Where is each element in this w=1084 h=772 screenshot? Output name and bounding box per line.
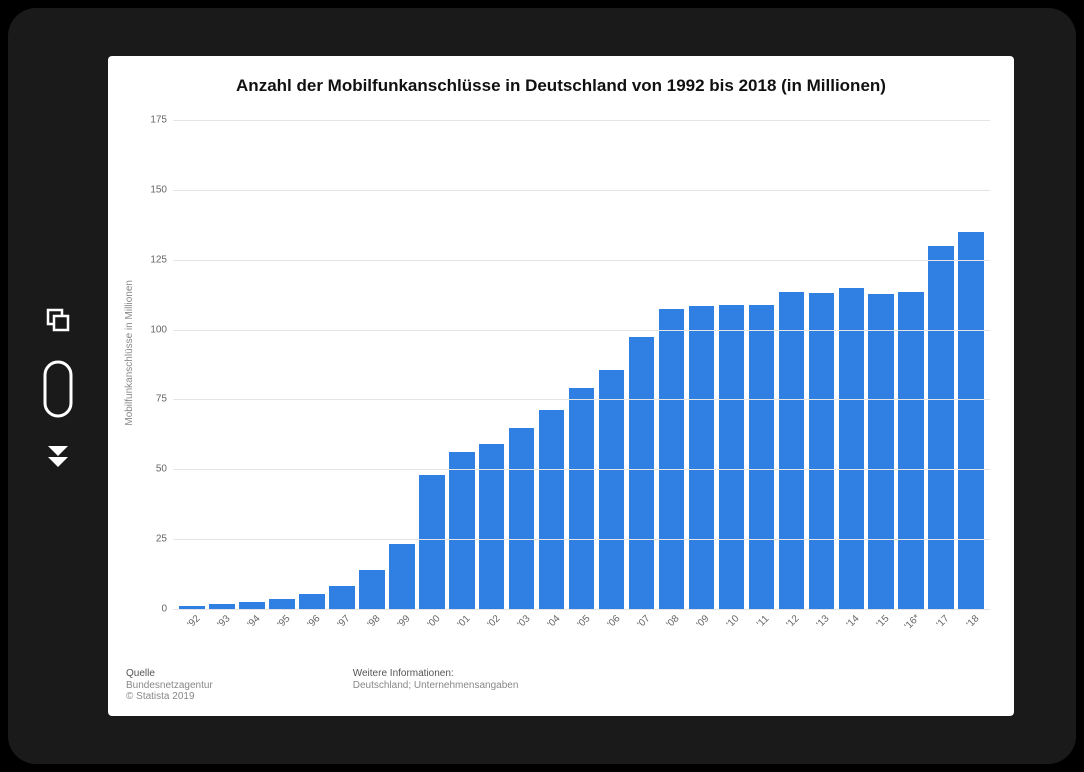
footer-info: Weitere Informationen: Deutschland; Unte… bbox=[353, 668, 519, 702]
x-tick-label: '01 bbox=[449, 610, 475, 660]
screen: Anzahl der Mobilfunkanschlüsse in Deutsc… bbox=[108, 56, 1014, 716]
x-tick-label: '98 bbox=[359, 610, 385, 660]
bar bbox=[569, 388, 595, 609]
bar bbox=[299, 594, 325, 609]
x-tick-label: '06 bbox=[599, 610, 625, 660]
chart-footer: Quelle Bundesnetzagentur © Statista 2019… bbox=[122, 660, 1000, 702]
home-button-icon[interactable] bbox=[43, 360, 73, 418]
x-tick-label: '09 bbox=[689, 610, 715, 660]
y-tick-label: 50 bbox=[137, 464, 167, 475]
x-tick-label: '92 bbox=[179, 610, 205, 660]
x-tick-label: '04 bbox=[539, 610, 565, 660]
x-tick-label: '93 bbox=[209, 610, 235, 660]
bar bbox=[809, 293, 835, 609]
bar bbox=[689, 306, 715, 609]
y-tick-label: 100 bbox=[137, 324, 167, 335]
y-tick-label: 25 bbox=[137, 534, 167, 545]
bar bbox=[839, 288, 865, 609]
x-tick-label: '96 bbox=[299, 610, 325, 660]
gridline bbox=[173, 190, 990, 191]
chart-zone: Mobilfunkanschlüsse in Millionen 0255075… bbox=[122, 106, 1000, 660]
x-tick-label: '99 bbox=[389, 610, 415, 660]
x-tick-label: '05 bbox=[569, 610, 595, 660]
bar bbox=[359, 570, 385, 609]
bar bbox=[419, 475, 445, 609]
y-tick-label: 75 bbox=[137, 394, 167, 405]
bar bbox=[449, 452, 475, 609]
bar bbox=[389, 544, 415, 609]
bar bbox=[928, 246, 954, 609]
x-tick-label: '11 bbox=[749, 610, 775, 660]
download-icon[interactable] bbox=[44, 442, 72, 468]
bar bbox=[958, 232, 984, 609]
gridline bbox=[173, 539, 990, 540]
bar bbox=[719, 305, 745, 609]
x-tick-label: '14 bbox=[839, 610, 865, 660]
x-tick-label: '12 bbox=[779, 610, 805, 660]
device-side-controls bbox=[8, 8, 108, 764]
bar bbox=[779, 292, 805, 609]
x-tick-label: '18 bbox=[958, 610, 984, 660]
x-tick-label: '07 bbox=[629, 610, 655, 660]
gridline bbox=[173, 469, 990, 470]
bar bbox=[749, 305, 775, 609]
x-tick-label: '94 bbox=[239, 610, 265, 660]
y-tick-label: 125 bbox=[137, 254, 167, 265]
footer-info-heading: Weitere Informationen: bbox=[353, 668, 519, 679]
x-tick-label: '17 bbox=[928, 610, 954, 660]
bar bbox=[239, 602, 265, 609]
footer-info-line1: Deutschland; Unternehmensangaben bbox=[353, 680, 519, 691]
bars-container bbox=[173, 106, 990, 609]
y-axis-label: Mobilfunkanschlüsse in Millionen bbox=[122, 280, 137, 426]
x-tick-label: '95 bbox=[269, 610, 295, 660]
gridline bbox=[173, 399, 990, 400]
bar bbox=[329, 586, 355, 609]
bar bbox=[659, 309, 685, 609]
x-tick-label: '16* bbox=[898, 610, 924, 660]
plot-area: 0255075100125150175 bbox=[173, 106, 990, 610]
bar bbox=[599, 370, 625, 609]
y-tick-label: 150 bbox=[137, 184, 167, 195]
gridline bbox=[173, 330, 990, 331]
tablet-frame: Anzahl der Mobilfunkanschlüsse in Deutsc… bbox=[8, 8, 1076, 764]
copy-icon[interactable] bbox=[42, 304, 74, 336]
x-axis-labels: '92'93'94'95'96'97'98'99'00'01'02'03'04'… bbox=[173, 610, 990, 660]
x-tick-label: '13 bbox=[809, 610, 835, 660]
gridline bbox=[173, 260, 990, 261]
bar bbox=[269, 599, 295, 609]
gridline bbox=[173, 120, 990, 121]
bar bbox=[539, 410, 565, 609]
footer-source-line1: Bundesnetzagentur bbox=[126, 680, 213, 691]
y-tick-label: 175 bbox=[137, 114, 167, 125]
footer-source: Quelle Bundesnetzagentur © Statista 2019 bbox=[126, 668, 213, 702]
y-tick-label: 0 bbox=[137, 604, 167, 615]
plot-wrap: 0255075100125150175 '92'93'94'95'96'97'9… bbox=[137, 106, 1000, 660]
bar bbox=[898, 292, 924, 609]
x-tick-label: '15 bbox=[868, 610, 894, 660]
bar bbox=[509, 428, 535, 609]
chart-title: Anzahl der Mobilfunkanschlüsse in Deutsc… bbox=[122, 76, 1000, 96]
x-tick-label: '10 bbox=[719, 610, 745, 660]
bar bbox=[629, 337, 655, 609]
x-tick-label: '02 bbox=[479, 610, 505, 660]
x-tick-label: '08 bbox=[659, 610, 685, 660]
x-tick-label: '00 bbox=[419, 610, 445, 660]
footer-source-heading: Quelle bbox=[126, 668, 213, 679]
footer-source-line2: © Statista 2019 bbox=[126, 691, 213, 702]
x-tick-label: '97 bbox=[329, 610, 355, 660]
x-tick-label: '03 bbox=[509, 610, 535, 660]
bar bbox=[868, 294, 894, 609]
